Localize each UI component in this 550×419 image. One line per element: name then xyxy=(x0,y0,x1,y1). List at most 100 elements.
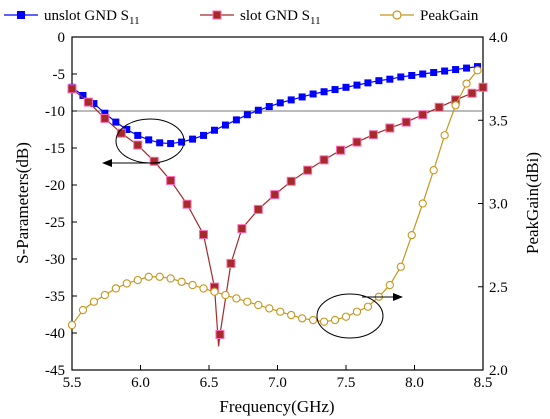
data-point-2 xyxy=(276,307,285,316)
data-point-2 xyxy=(319,317,329,326)
data-point-1 xyxy=(83,97,93,107)
series-layer xyxy=(67,63,488,347)
data-point-2 xyxy=(287,310,296,320)
annotation-layer xyxy=(102,118,403,339)
data-point-2 xyxy=(407,230,416,240)
data-point-2 xyxy=(265,304,274,313)
data-point-2 xyxy=(155,272,164,281)
data-point-1 xyxy=(237,224,247,234)
data-point-2 xyxy=(254,300,263,310)
data-point-0 xyxy=(298,93,306,101)
data-point-0 xyxy=(123,126,131,133)
data-point-0 xyxy=(189,135,197,143)
data-point-2 xyxy=(396,262,405,271)
x-tick-label: 7.0 xyxy=(268,375,287,391)
data-point-2 xyxy=(308,315,318,325)
data-point-2 xyxy=(440,131,449,140)
data-point-1 xyxy=(352,137,362,147)
y-tick-label-left: -20 xyxy=(45,178,65,194)
data-point-2 xyxy=(78,305,88,315)
y-tick-label-left: -45 xyxy=(45,363,65,379)
y-tick-label-left: -35 xyxy=(45,289,65,305)
y-tick-label-left: -5 xyxy=(53,67,66,83)
ticks-layer: 5.5 6.0 6.5 7.0 7.5 8.0 8.5 0 -5 -10 -15 -20 -25 -30 -… xyxy=(45,30,508,391)
data-point-0 xyxy=(167,140,175,148)
data-point-2 xyxy=(352,307,362,316)
legend-marker-peakgain xyxy=(392,10,402,20)
data-point-0 xyxy=(156,139,164,147)
legend-marker-slot xyxy=(212,10,222,20)
data-point-1 xyxy=(368,130,378,140)
y-tick-label-right: 3.5 xyxy=(489,113,508,129)
data-point-1 xyxy=(467,88,477,98)
legend-label-slot: slot GND S11 xyxy=(240,8,321,27)
y-tick-label-left: -25 xyxy=(45,215,65,231)
data-point-0 xyxy=(276,99,284,107)
data-point-2 xyxy=(133,275,142,285)
x-tick-label: 8.5 xyxy=(474,375,493,391)
data-point-1 xyxy=(286,176,296,186)
data-point-1 xyxy=(133,140,143,150)
data-point-0 xyxy=(386,75,394,83)
data-point-0 xyxy=(210,126,218,134)
data-point-1 xyxy=(182,199,192,209)
data-point-0 xyxy=(397,73,405,81)
data-point-0 xyxy=(353,81,361,89)
y-tick-label-left: -30 xyxy=(45,252,65,268)
annotation-arrowhead-left xyxy=(102,159,112,167)
legend: unslot GND S11 slot GND S11 PeakGain xyxy=(4,8,479,27)
data-point-2 xyxy=(111,284,120,293)
data-point-2 xyxy=(341,312,351,321)
data-point-2 xyxy=(363,302,373,311)
data-point-0 xyxy=(112,118,120,126)
data-point-2 xyxy=(100,290,110,300)
series-line-0 xyxy=(71,66,478,145)
data-point-2 xyxy=(232,294,241,303)
y-tick-label-right: 3.0 xyxy=(489,197,508,213)
data-point-1 xyxy=(100,113,110,123)
series-line-1 xyxy=(71,86,484,347)
x-tick-label: 6.5 xyxy=(200,375,219,391)
data-point-1 xyxy=(215,329,225,339)
data-point-1 xyxy=(418,110,428,120)
data-point-0 xyxy=(342,83,350,91)
data-point-1 xyxy=(401,117,411,127)
data-point-2 xyxy=(330,315,340,325)
y-axis-title-left: S-Parameters(dB) xyxy=(13,142,32,264)
data-point-0 xyxy=(364,79,372,87)
data-point-1 xyxy=(336,145,346,155)
data-point-0 xyxy=(200,131,208,139)
y-tick-label-left: 0 xyxy=(58,30,66,46)
y-tick-label-right: 2.5 xyxy=(489,280,508,296)
data-point-0 xyxy=(287,96,295,104)
annotation-arrowhead-right xyxy=(393,293,403,301)
data-point-1 xyxy=(478,82,488,92)
data-point-0 xyxy=(134,131,142,139)
legend-label-peakgain: PeakGain xyxy=(420,8,479,24)
data-point-2 xyxy=(385,280,394,290)
legend-label-unslot: unslot GND S11 xyxy=(44,8,140,27)
data-point-0 xyxy=(309,90,317,98)
y-tick-label-right: 4.0 xyxy=(489,30,508,46)
x-axis-title: Frequency(GHz) xyxy=(219,397,334,416)
data-point-1 xyxy=(303,165,313,175)
data-point-0 xyxy=(331,86,339,94)
y-tick-label-right: 2.0 xyxy=(489,363,508,379)
data-point-2 xyxy=(177,277,186,286)
data-point-2 xyxy=(122,279,131,288)
data-point-0 xyxy=(221,121,229,129)
data-point-0 xyxy=(430,69,438,77)
data-point-0 xyxy=(254,106,262,114)
data-point-0 xyxy=(232,116,240,124)
data-point-1 xyxy=(166,176,176,186)
legend-marker-unslot xyxy=(17,11,25,19)
data-point-2 xyxy=(67,320,77,330)
y-tick-label-left: -10 xyxy=(45,104,65,120)
data-point-1 xyxy=(270,190,280,200)
data-point-2 xyxy=(210,287,219,296)
data-point-0 xyxy=(320,88,328,96)
annotation-ellipse-right xyxy=(316,293,384,339)
data-point-0 xyxy=(79,91,87,99)
